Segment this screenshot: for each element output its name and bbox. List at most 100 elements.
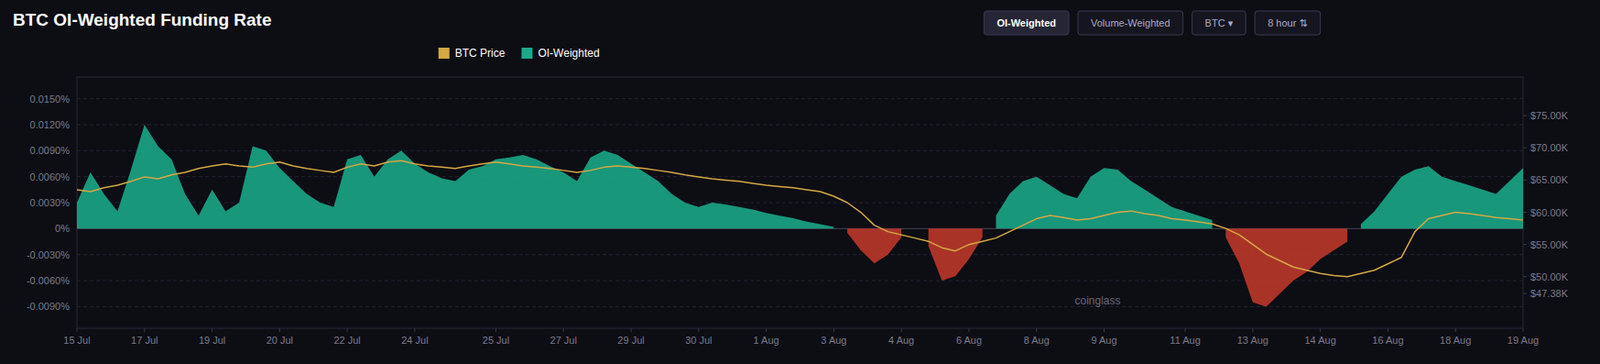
y2-tick-label: $50.00K bbox=[1530, 271, 1569, 283]
chart: BTC OI-Weighted Funding Rate -0.0090% -0.0… bbox=[0, 0, 1600, 364]
button[interactable]: 8 hour ⇅ bbox=[1254, 10, 1320, 35]
x-tick-label: 13 Aug bbox=[1237, 334, 1269, 346]
x-tick bbox=[143, 327, 145, 332]
x-tick-label: 15 Jul bbox=[63, 334, 90, 346]
area bbox=[928, 228, 983, 281]
y-tick-label: 0.0090% bbox=[30, 144, 71, 156]
button-box[interactable] bbox=[983, 10, 1069, 35]
legend-label: OI-Weighted bbox=[537, 46, 599, 60]
x-tick bbox=[1523, 327, 1524, 332]
x-tick-label: 11 Aug bbox=[1169, 334, 1200, 346]
title: BTC OI-Weighted Funding Rate bbox=[12, 10, 273, 30]
x-tick bbox=[901, 327, 903, 332]
y2-tick-label: $65.00K bbox=[1530, 174, 1569, 186]
x-tick bbox=[765, 327, 767, 332]
plot-frame bbox=[76, 76, 1524, 328]
area bbox=[1225, 228, 1348, 306]
y2-tick bbox=[1523, 293, 1527, 294]
legend-swatch bbox=[521, 47, 533, 59]
button-label[interactable]: Volume-Weighted bbox=[1090, 17, 1171, 29]
y2-tick-label: $55.00K bbox=[1530, 239, 1569, 251]
price-line bbox=[76, 160, 1524, 276]
x-tick bbox=[968, 327, 969, 332]
x-tick-label: 9 Aug bbox=[1090, 334, 1117, 346]
x-tick-label: 17 Jul bbox=[130, 334, 158, 346]
x-tick-label: 19 Jul bbox=[198, 334, 226, 346]
x-tick-label: 25 Jul bbox=[482, 334, 510, 346]
x-tick bbox=[211, 327, 213, 332]
button[interactable]: Volume-Weighted bbox=[1077, 10, 1184, 35]
x-tick bbox=[413, 327, 415, 332]
button-label[interactable]: 8 hour ⇅ bbox=[1267, 17, 1307, 29]
x-tick-label: 3 Aug bbox=[820, 334, 847, 346]
button[interactable]: BTC ▾ bbox=[1192, 10, 1247, 35]
x-tick bbox=[279, 327, 281, 332]
y2-tick-label: $75.00K bbox=[1530, 109, 1569, 121]
background bbox=[0, 0, 1600, 364]
button-box[interactable] bbox=[1077, 10, 1184, 35]
x-tick-label: 27 Jul bbox=[550, 334, 577, 346]
x-tick-label: 8 Aug bbox=[1023, 334, 1050, 346]
grid-line bbox=[76, 150, 1524, 152]
y2-tick bbox=[1523, 115, 1527, 117]
grid-line bbox=[76, 175, 1524, 177]
x-tick-label: 19 Aug bbox=[1507, 334, 1539, 346]
x-tick bbox=[697, 327, 699, 332]
y2-tick bbox=[1523, 179, 1527, 181]
y2-tick bbox=[1523, 243, 1527, 245]
grid-line bbox=[76, 123, 1524, 125]
button-label[interactable]: BTC ▾ bbox=[1205, 17, 1234, 29]
y-tick-label: 0.0150% bbox=[30, 93, 71, 105]
x-tick bbox=[833, 327, 835, 332]
x-tick bbox=[1103, 327, 1105, 332]
x-tick-label: 16 Aug bbox=[1371, 334, 1404, 346]
y2-tick bbox=[1523, 275, 1527, 277]
button[interactable]: OI-Weighted bbox=[983, 10, 1069, 35]
x-tick bbox=[495, 327, 497, 332]
area bbox=[847, 228, 902, 263]
y2-tick-label: $47.38K bbox=[1530, 287, 1569, 299]
x-tick bbox=[1387, 327, 1389, 332]
legend: BTC Price OI-Weighted bbox=[438, 46, 600, 60]
button-label[interactable]: OI-Weighted bbox=[996, 17, 1056, 29]
area bbox=[914, 224, 915, 229]
legend-swatch bbox=[438, 47, 450, 59]
area bbox=[76, 124, 834, 229]
grid bbox=[76, 98, 1524, 307]
x-tick bbox=[1035, 327, 1037, 332]
x-tick-label: 6 Aug bbox=[956, 334, 982, 346]
x-tick-label: 20 Jul bbox=[266, 334, 294, 346]
x-tick bbox=[1455, 327, 1457, 332]
y-tick-label: 0.0030% bbox=[30, 196, 71, 208]
x-tick-label: 14 Aug bbox=[1305, 334, 1337, 346]
plot-area bbox=[76, 124, 1524, 306]
x-tick bbox=[347, 327, 349, 332]
y2-tick-label: $60.00K bbox=[1530, 206, 1569, 218]
area bbox=[1360, 165, 1524, 229]
y-tick-label: 0.0120% bbox=[30, 119, 71, 131]
y2-tick-label: $70.00K bbox=[1530, 141, 1569, 153]
x-tick-label: 30 Jul bbox=[685, 334, 712, 346]
grid-line bbox=[76, 280, 1524, 282]
x-tick bbox=[1319, 327, 1321, 332]
x-tick-label: 24 Jul bbox=[401, 334, 428, 346]
button-box[interactable] bbox=[1192, 10, 1247, 35]
legend-label: BTC Price bbox=[455, 46, 506, 60]
x-tick bbox=[631, 327, 632, 332]
x-tick bbox=[1251, 327, 1253, 332]
y-tick-label: 0% bbox=[54, 222, 70, 234]
x-tick bbox=[1185, 327, 1187, 332]
watermark: coinglass bbox=[1075, 293, 1122, 307]
x-tick bbox=[563, 327, 565, 332]
y-tick-label: -0.0030% bbox=[26, 249, 70, 261]
x-tick-label: 29 Jul bbox=[617, 334, 644, 346]
x-tick-label: 4 Aug bbox=[888, 334, 915, 346]
x-tick bbox=[76, 327, 78, 332]
button-box[interactable] bbox=[1254, 10, 1320, 35]
grid-line bbox=[76, 97, 1524, 99]
y-tick-label: -0.0090% bbox=[26, 300, 70, 312]
y2-tick bbox=[1523, 211, 1527, 213]
x-tick-label: 18 Aug bbox=[1439, 334, 1471, 346]
y-tick-label: 0.0060% bbox=[30, 171, 71, 183]
y2-tick bbox=[1523, 147, 1527, 149]
